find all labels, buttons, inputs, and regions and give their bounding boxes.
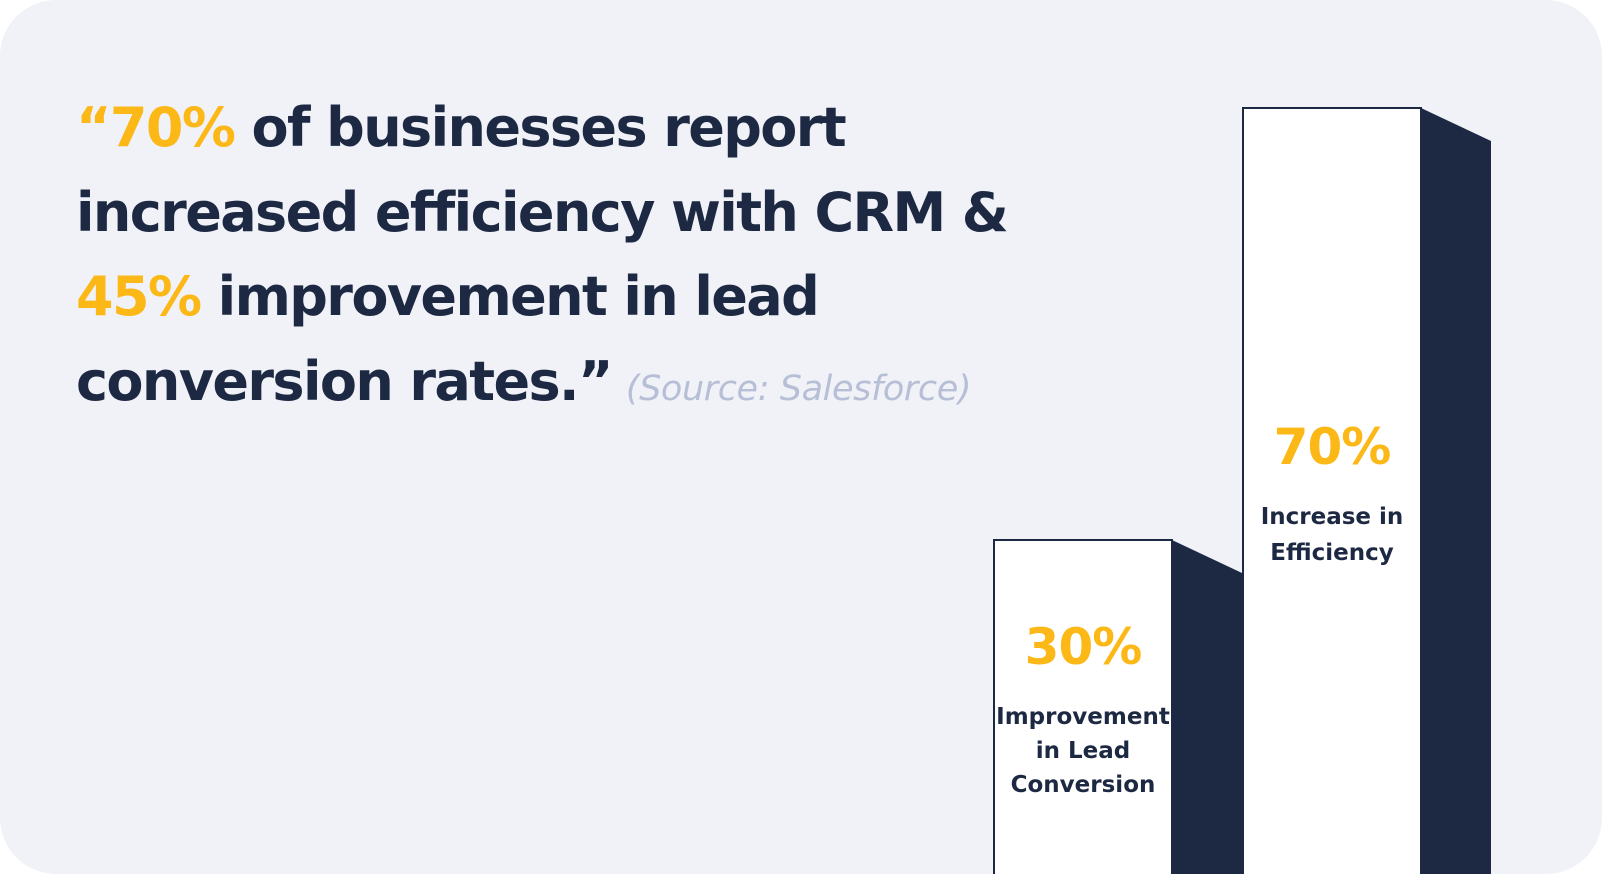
headline-text-2: improvement in lead conversion rates.”: [76, 265, 820, 413]
bar-1: [1242, 107, 1422, 874]
lead-conversion-stat: 45%: [76, 265, 202, 328]
bar-category-label-1-line-1: Efficiency: [1270, 540, 1393, 566]
bar-side-0: [1172, 540, 1242, 874]
headline-text-1: of businesses report increased efficienc…: [76, 96, 1009, 244]
headline-quote: “70% of businesses report increased effi…: [76, 86, 1036, 431]
bar-value-label-1: 70%: [1274, 418, 1391, 476]
bar-category-label-0-line-2: Conversion: [1011, 772, 1156, 798]
bar-category-label-0-line-1: in Lead: [1036, 738, 1131, 764]
open-quote-mark: “: [76, 96, 111, 159]
efficiency-stat: 70%: [109, 96, 236, 159]
source-citation: (Source: Salesforce): [625, 368, 972, 409]
bar-category-label-0-line-0: Improvement: [996, 704, 1170, 730]
bar-value-label-0: 30%: [1025, 618, 1142, 676]
bar-0: [993, 539, 1173, 874]
bar-side-1: [1421, 108, 1491, 874]
bar-category-label-1-line-0: Increase in: [1261, 504, 1404, 530]
